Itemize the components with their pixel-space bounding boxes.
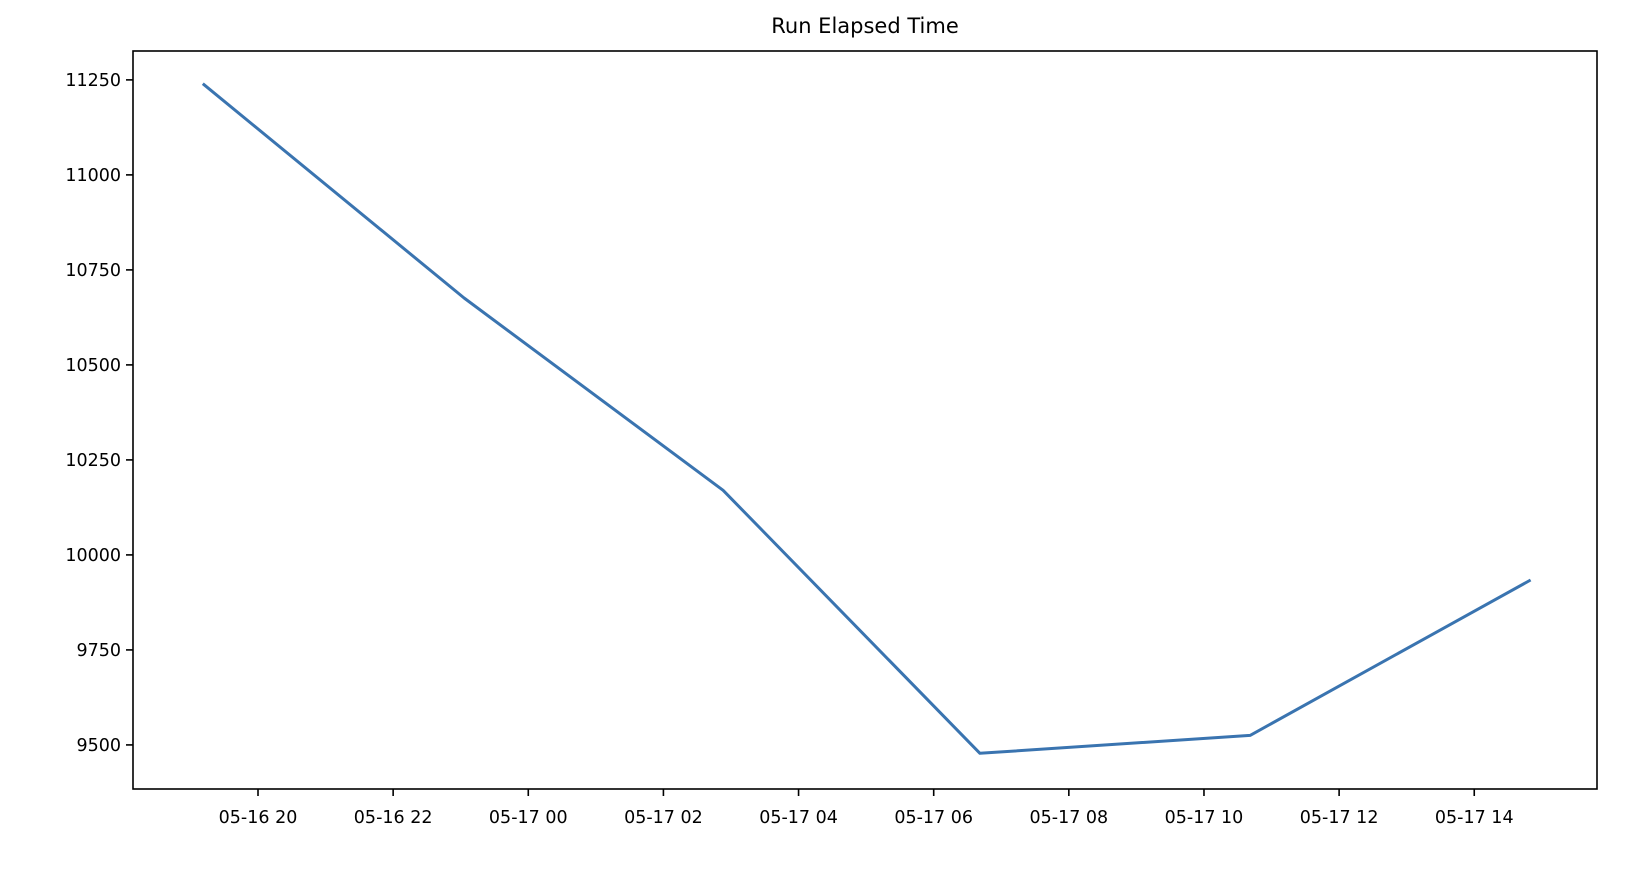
x-tick-label: 05-17 10 <box>1165 808 1244 828</box>
x-tick-label: 05-17 00 <box>489 808 568 828</box>
x-tick-label: 05-16 22 <box>354 808 433 828</box>
y-tick-label: 10500 <box>65 356 121 376</box>
y-tick-label: 10250 <box>65 451 121 471</box>
x-tick-label: 05-17 02 <box>624 808 703 828</box>
y-tick-label: 11000 <box>65 166 121 186</box>
axes-frame <box>132 50 1598 790</box>
series-line <box>201 82 1532 755</box>
x-tick-label: 05-17 12 <box>1300 808 1379 828</box>
x-tick-label: 05-16 20 <box>219 808 298 828</box>
x-tick-label: 05-17 08 <box>1029 808 1108 828</box>
chart-title: Run Elapsed Time <box>771 14 959 38</box>
y-tick-label: 10750 <box>65 261 121 281</box>
x-tick-label: 05-17 06 <box>894 808 973 828</box>
x-tick-label: 05-17 14 <box>1435 808 1514 828</box>
y-tick-label: 11250 <box>65 71 121 91</box>
y-tick-label: 9500 <box>76 736 121 756</box>
x-tick-label: 05-17 04 <box>759 808 838 828</box>
y-tick-label: 9750 <box>76 641 121 661</box>
y-tick-label: 10000 <box>65 546 121 566</box>
